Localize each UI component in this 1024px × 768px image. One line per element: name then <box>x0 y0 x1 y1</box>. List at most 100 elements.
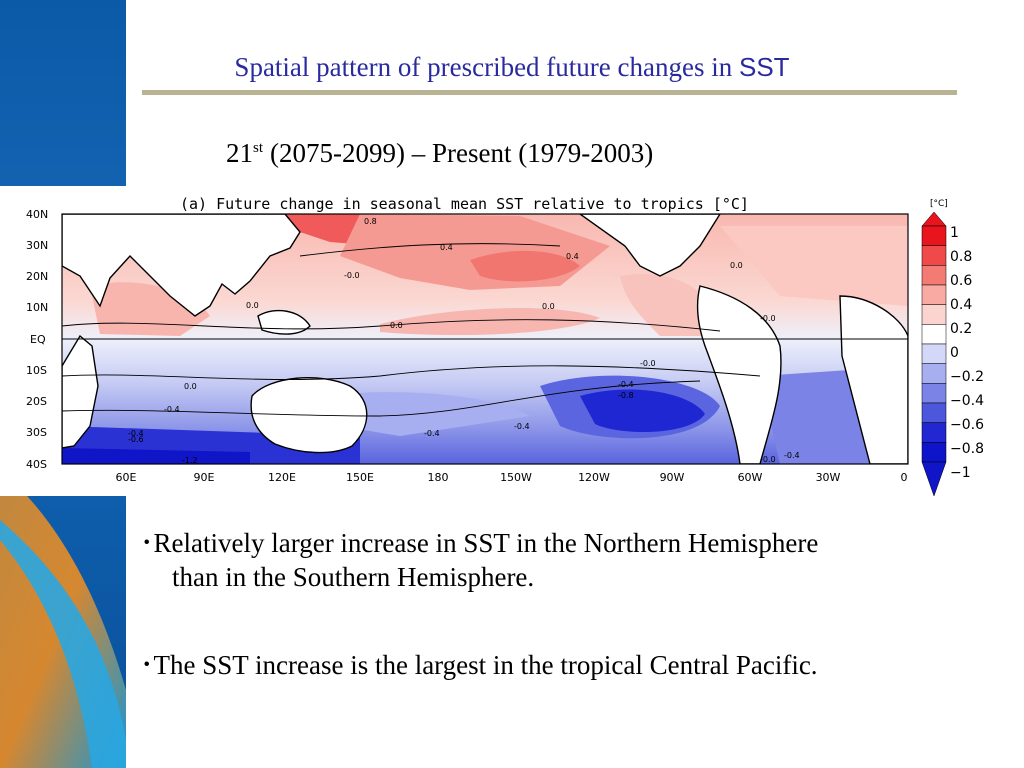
colorbar-label: −1 <box>950 465 971 481</box>
colorbar-label: −0.8 <box>950 441 984 457</box>
title-rule <box>142 90 957 95</box>
bullet-marker: ･ <box>140 650 154 680</box>
colorbar-label: −0.6 <box>950 417 984 433</box>
lat-label: 30S <box>26 426 47 439</box>
colorbar-label: 0 <box>950 345 959 361</box>
subtitle-sup: st <box>253 140 264 156</box>
colorbar-bottom-arrow <box>921 461 947 497</box>
land-north-america <box>578 214 721 277</box>
colorbar-swatch <box>921 245 947 266</box>
sst-change-map: (a) Future change in seasonal mean SST r… <box>26 195 984 497</box>
lat-axis: 40N 30N 20N 10N EQ 10S 20S 30S 40S <box>26 208 48 471</box>
bullet-text: The SST increase is the largest in the t… <box>153 650 818 680</box>
slide-subtitle: 21st (2075-2099) – Present (1979-2003) <box>226 138 653 169</box>
left-decor-swoosh <box>0 470 126 768</box>
cool-tasman <box>330 392 530 436</box>
cool-south-pacific-core <box>580 389 705 433</box>
colorbar-label: 0.2 <box>950 321 972 337</box>
colorbar-swatch <box>921 225 947 246</box>
bullet-marker: ･ <box>140 528 154 558</box>
contour-label: -0.4 <box>424 429 440 438</box>
land-asia <box>62 214 301 317</box>
land-africa-east <box>62 334 99 449</box>
contour-label: -0.4 <box>784 451 800 460</box>
contour-label: -0.0 <box>760 455 776 464</box>
bullet-text: Relatively larger increase in SST in the… <box>153 528 819 558</box>
lon-label: 150E <box>346 471 374 484</box>
contour-label: 0.0 <box>730 261 743 270</box>
contour-label: -0.8 <box>618 391 634 400</box>
cool-southern-ocean-core <box>62 448 250 464</box>
contour-label: -0.4 <box>164 405 180 414</box>
contour-label: -0.0 <box>640 359 656 368</box>
lon-label: 120E <box>268 471 296 484</box>
lon-label: 90W <box>660 471 685 484</box>
lon-label: 180 <box>428 471 449 484</box>
map-panel-title: (a) Future change in seasonal mean SST r… <box>180 195 749 213</box>
subtitle-rest: (2075-2099) – Present (1979-2003) <box>270 138 654 168</box>
lon-label: 120W <box>578 471 610 484</box>
contour-minus-0-2 <box>62 365 761 380</box>
subtitle-prefix: 21 <box>226 138 253 168</box>
bullet-text-continued: than in the Southern Hemisphere. <box>172 562 535 592</box>
lat-label: 20S <box>26 395 47 408</box>
colorbar-swatch <box>921 442 947 463</box>
map-frame <box>61 213 909 465</box>
lat-label: 40S <box>26 458 47 471</box>
slide-title-text: Spatial pattern of prescribed future cha… <box>234 52 739 82</box>
land-masses <box>62 214 908 464</box>
colorbar-label: −0.2 <box>950 369 984 385</box>
lat-label: EQ <box>30 333 46 346</box>
contour-label: -0.4 <box>618 380 634 389</box>
colorbar-swatch <box>921 363 947 384</box>
lon-label: 90E <box>194 471 215 484</box>
contour-label: 0.0 <box>390 321 403 330</box>
contour-labels: 0.8 0.4 0.4 -0.0 0.0 0.0 0.0 -0.0 0.0 -0… <box>128 217 800 465</box>
colorbar-swatch <box>921 304 947 325</box>
slide-title-sst: SST <box>738 52 790 82</box>
colorbar-label: 0.4 <box>950 297 972 313</box>
land-africa-west <box>839 295 908 464</box>
contour-label: 0.4 <box>566 252 579 261</box>
contour-label: -1.2 <box>182 456 198 465</box>
contour-lines <box>62 243 761 417</box>
colorbar-label: 1 <box>950 225 959 241</box>
colorbar-swatch <box>921 284 947 305</box>
colorbar-label: −0.4 <box>950 393 984 409</box>
contour-label: 0.0 <box>246 301 259 310</box>
lon-label: 60W <box>738 471 763 484</box>
lon-axis: 60E 90E 120E 150E 180 150W 120W 90W 60W … <box>116 471 908 484</box>
contour-0 <box>62 319 721 332</box>
contour-label: -0.4 <box>514 422 530 431</box>
contour-label: 0.0 <box>542 302 555 311</box>
warm-east-pacific <box>620 274 720 336</box>
bullet-1: ･Relatively larger increase in SST in th… <box>140 526 818 594</box>
contour-label: 0.0 <box>184 382 197 391</box>
lon-label: 30W <box>816 471 841 484</box>
colorbar-swatch <box>921 402 947 423</box>
lat-label: 10S <box>26 364 47 377</box>
colorbar-swatch <box>921 324 947 345</box>
warm-north-atlantic <box>720 226 908 306</box>
colorbar-label: 0.6 <box>950 273 972 289</box>
lon-label: 150W <box>500 471 532 484</box>
contour-label: 0.8 <box>364 217 377 226</box>
lat-label: 40N <box>26 208 48 221</box>
contour-0-4 <box>299 243 561 257</box>
colorbar-top-arrow <box>921 211 947 227</box>
colorbar-swatch <box>921 343 947 364</box>
contour-label: -0.0 <box>344 271 360 280</box>
contour-label: -0.4 <box>128 429 144 438</box>
warm-equatorial-pacific <box>380 307 600 336</box>
lat-label: 20N <box>26 270 48 283</box>
bullet-2: ･The SST increase is the largest in the … <box>140 648 818 682</box>
lat-label: 10N <box>26 301 48 314</box>
warm-central-north-pacific <box>470 250 580 282</box>
colorbar: [°C] 1 0.8 0.6 0.4 0.2 0 −0.2 −0.4 −0.6 … <box>921 199 984 497</box>
contour-minus-0-4 <box>62 380 701 417</box>
lon-label: 60E <box>116 471 137 484</box>
colorbar-swatch <box>921 383 947 404</box>
contour-label: -0.6 <box>128 435 144 444</box>
colorbar-label: 0.8 <box>950 249 972 265</box>
contour-label: -0.0 <box>760 314 776 323</box>
